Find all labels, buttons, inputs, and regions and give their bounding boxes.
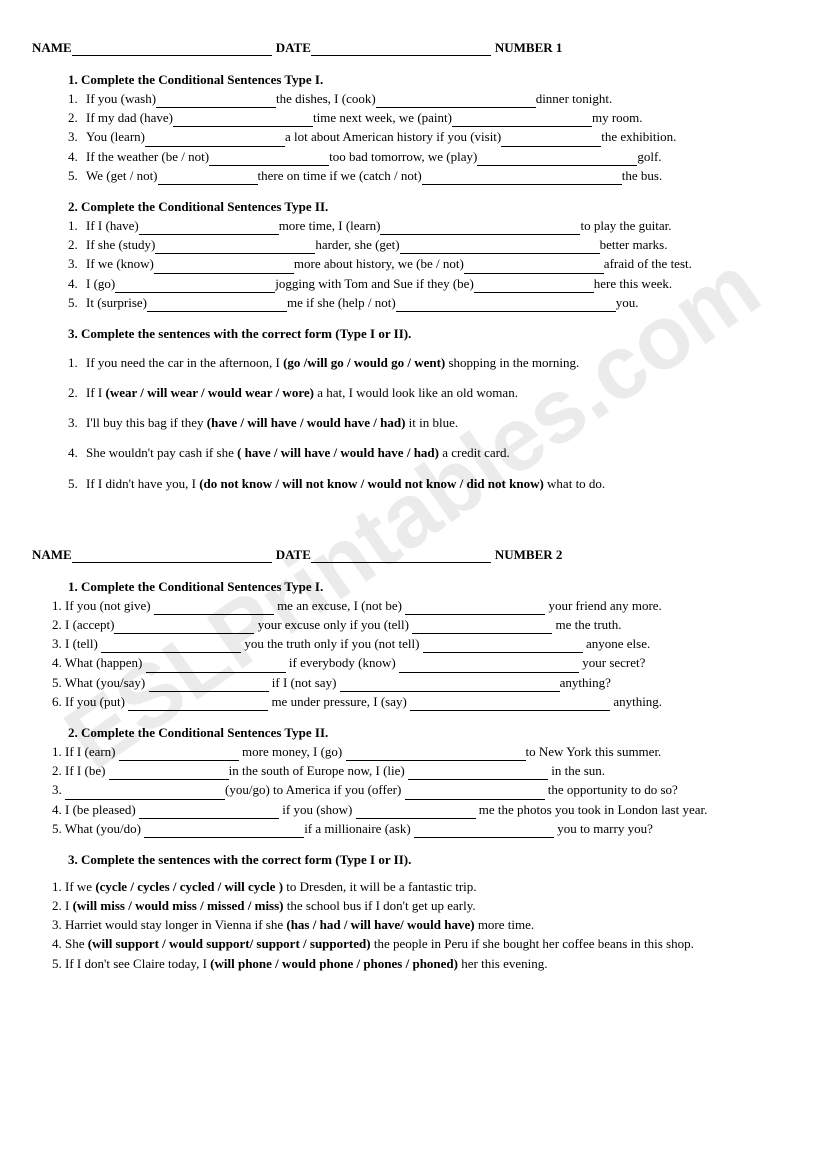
ws1-section3: 3. Complete the sentences with the corre… <box>68 326 794 493</box>
label-name: NAME <box>32 40 72 56</box>
exercise-item: 2. I (will miss / would miss / missed / … <box>52 897 794 915</box>
exercise-item: 3.You (learn)a lot about American histor… <box>68 128 794 146</box>
worksheet-content: NAME DATE NUMBER 1 1. Complete the Condi… <box>32 40 794 973</box>
exercise-item: 1. If we (cycle / cycles / cycled / will… <box>52 878 794 896</box>
label-name: NAME <box>32 547 72 563</box>
ws2-section1: 1. Complete the Conditional Sentences Ty… <box>52 579 794 711</box>
ws1-section1: 1. Complete the Conditional Sentences Ty… <box>68 72 794 185</box>
section-title: 2. Complete the Conditional Sentences Ty… <box>68 725 794 741</box>
exercise-item: 3. Harriet would stay longer in Vienna i… <box>52 916 794 934</box>
ws1-section2: 2. Complete the Conditional Sentences Ty… <box>68 199 794 312</box>
exercise-item: 5. What (you/say) if I (not say) anythin… <box>52 674 794 692</box>
exercise-item: 5.If I didn't have you, I (do not know /… <box>68 475 794 493</box>
exercise-item: 1.If I (have)more time, I (learn)to play… <box>68 217 794 235</box>
blank-date <box>311 40 491 56</box>
exercise-item: 2.If my dad (have)time next week, we (pa… <box>68 109 794 127</box>
exercise-item: 5. If I don't see Claire today, I (will … <box>52 955 794 973</box>
exercise-item: 4.I (go)jogging with Tom and Sue if they… <box>68 275 794 293</box>
exercise-item: 5. What (you/do) if a millionaire (ask) … <box>52 820 794 838</box>
exercise-item: 1. If I (earn) more money, I (go) to New… <box>52 743 794 761</box>
label-date: DATE <box>276 547 311 563</box>
header-2: NAME DATE NUMBER 2 <box>32 547 794 563</box>
exercise-item: 1. If you (not give) me an excuse, I (no… <box>52 597 794 615</box>
exercise-item: 1.If you need the car in the afternoon, … <box>68 354 794 372</box>
section-title: 1. Complete the Conditional Sentences Ty… <box>68 579 794 595</box>
exercise-item: 5.It (surprise)me if she (help / not)you… <box>68 294 794 312</box>
ws2-section3: 3. Complete the sentences with the corre… <box>52 852 794 973</box>
blank-name <box>72 40 272 56</box>
exercise-item: 1.If you (wash)the dishes, I (cook)dinne… <box>68 90 794 108</box>
label-number: NUMBER 1 <box>495 40 563 56</box>
exercise-item: 3. I (tell) you the truth only if you (n… <box>52 635 794 653</box>
exercise-item: 6. If you (put) me under pressure, I (sa… <box>52 693 794 711</box>
exercise-item: 2.If I (wear / will wear / would wear / … <box>68 384 794 402</box>
exercise-item: 4.She wouldn't pay cash if she ( have / … <box>68 444 794 462</box>
blank-name <box>72 547 272 563</box>
blank-date <box>311 547 491 563</box>
section-title: 2. Complete the Conditional Sentences Ty… <box>68 199 794 215</box>
section-title: 1. Complete the Conditional Sentences Ty… <box>68 72 794 88</box>
exercise-item: 5.We (get / not)there on time if we (cat… <box>68 167 794 185</box>
exercise-item: 4. She (will support / would support/ su… <box>52 935 794 953</box>
exercise-item: 4.If the weather (be / not)too bad tomor… <box>68 148 794 166</box>
section-title: 3. Complete the sentences with the corre… <box>68 326 794 342</box>
exercise-item: 4. I (be pleased) if you (show) me the p… <box>52 801 794 819</box>
section-title: 3. Complete the sentences with the corre… <box>68 852 794 868</box>
exercise-item: 4. What (happen) if everybody (know) you… <box>52 654 794 672</box>
exercise-item: 3. (you/go) to America if you (offer) th… <box>52 781 794 799</box>
exercise-item: 2. I (accept) your excuse only if you (t… <box>52 616 794 634</box>
ws2-section2: 2. Complete the Conditional Sentences Ty… <box>52 725 794 838</box>
label-date: DATE <box>276 40 311 56</box>
header-1: NAME DATE NUMBER 1 <box>32 40 794 56</box>
exercise-item: 3.I'll buy this bag if they (have / will… <box>68 414 794 432</box>
exercise-item: 2. If I (be) in the south of Europe now,… <box>52 762 794 780</box>
exercise-item: 3.If we (know)more about history, we (be… <box>68 255 794 273</box>
label-number: NUMBER 2 <box>495 547 563 563</box>
exercise-item: 2.If she (study)harder, she (get)better … <box>68 236 794 254</box>
